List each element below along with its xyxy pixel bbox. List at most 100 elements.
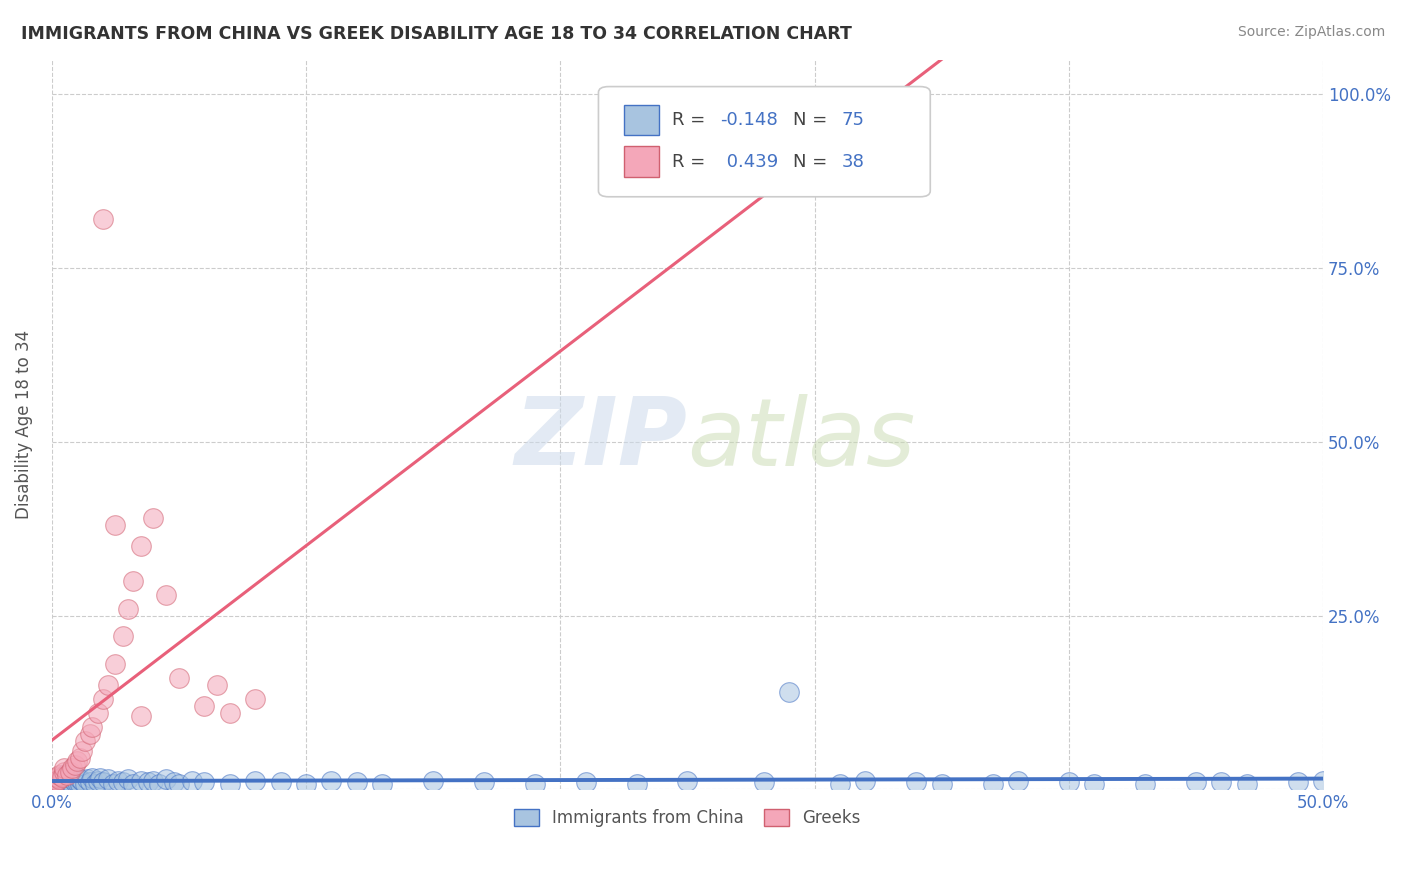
Point bbox=[180, 773, 202, 788]
Point bbox=[523, 777, 546, 791]
Point bbox=[91, 692, 114, 706]
Point bbox=[48, 775, 70, 789]
Point bbox=[60, 777, 83, 791]
Point bbox=[163, 775, 186, 789]
Point bbox=[101, 777, 124, 791]
Text: 75: 75 bbox=[841, 112, 865, 129]
Point bbox=[422, 773, 444, 788]
Point bbox=[218, 706, 240, 720]
Text: 0.439: 0.439 bbox=[720, 153, 778, 170]
Point bbox=[44, 777, 66, 791]
Point bbox=[97, 772, 120, 787]
Point bbox=[53, 761, 76, 775]
Point bbox=[97, 678, 120, 692]
Point bbox=[82, 771, 104, 785]
Text: 38: 38 bbox=[841, 153, 865, 170]
Point bbox=[69, 751, 91, 765]
Point bbox=[48, 772, 70, 786]
Point bbox=[828, 777, 851, 791]
Point bbox=[193, 775, 215, 789]
Point bbox=[931, 777, 953, 791]
Text: R =: R = bbox=[672, 153, 711, 170]
Point bbox=[58, 770, 80, 784]
Point bbox=[45, 770, 67, 784]
Point bbox=[86, 706, 108, 720]
Point bbox=[626, 777, 648, 791]
Point bbox=[84, 777, 107, 791]
Point bbox=[129, 773, 152, 788]
Point bbox=[1007, 773, 1029, 788]
Point bbox=[69, 777, 91, 791]
Point bbox=[167, 671, 190, 685]
Point bbox=[778, 685, 800, 699]
Point bbox=[45, 773, 67, 788]
Point bbox=[79, 775, 101, 789]
Point bbox=[82, 720, 104, 734]
Text: Source: ZipAtlas.com: Source: ZipAtlas.com bbox=[1237, 25, 1385, 39]
Point bbox=[48, 772, 70, 786]
Bar bbox=[624, 146, 659, 178]
Point bbox=[45, 778, 67, 792]
Point bbox=[1133, 777, 1156, 791]
Point bbox=[1211, 775, 1233, 789]
Point bbox=[129, 709, 152, 723]
Point bbox=[122, 574, 145, 588]
Point bbox=[63, 758, 86, 772]
Point bbox=[72, 744, 94, 758]
Point bbox=[1286, 775, 1309, 789]
Point bbox=[142, 773, 165, 788]
Point bbox=[56, 777, 79, 791]
Point bbox=[1312, 773, 1334, 788]
Point bbox=[148, 777, 170, 791]
Text: R =: R = bbox=[672, 112, 711, 129]
Y-axis label: Disability Age 18 to 34: Disability Age 18 to 34 bbox=[15, 330, 32, 519]
Point bbox=[72, 773, 94, 788]
Point bbox=[53, 764, 76, 779]
Point bbox=[218, 777, 240, 791]
Legend: Immigrants from China, Greeks: Immigrants from China, Greeks bbox=[506, 801, 869, 836]
Point bbox=[69, 772, 91, 787]
Text: N =: N = bbox=[793, 153, 832, 170]
Point bbox=[41, 775, 63, 789]
FancyBboxPatch shape bbox=[599, 87, 931, 197]
Point bbox=[86, 773, 108, 788]
Point bbox=[243, 692, 266, 706]
Point bbox=[73, 733, 96, 747]
Point bbox=[205, 678, 228, 692]
Point bbox=[48, 768, 70, 782]
Point bbox=[51, 770, 73, 784]
Point bbox=[53, 768, 76, 782]
Point bbox=[111, 629, 134, 643]
Point bbox=[63, 771, 86, 785]
Point bbox=[56, 768, 79, 782]
Point bbox=[45, 773, 67, 788]
Point bbox=[472, 775, 495, 789]
Point bbox=[122, 777, 145, 791]
Point bbox=[73, 777, 96, 791]
Point bbox=[58, 764, 80, 779]
Point bbox=[117, 601, 139, 615]
Point bbox=[905, 775, 928, 789]
Point bbox=[104, 657, 127, 672]
Point bbox=[66, 755, 89, 769]
Point bbox=[91, 212, 114, 227]
Point bbox=[295, 777, 318, 791]
Point bbox=[142, 511, 165, 525]
Point bbox=[104, 518, 127, 533]
Point bbox=[51, 777, 73, 791]
Text: atlas: atlas bbox=[688, 393, 915, 484]
Point bbox=[855, 773, 877, 788]
Point bbox=[111, 775, 134, 789]
Point bbox=[167, 777, 190, 791]
Point bbox=[51, 770, 73, 784]
Point bbox=[1185, 775, 1208, 789]
Point bbox=[129, 539, 152, 553]
Point bbox=[243, 773, 266, 788]
Point bbox=[79, 726, 101, 740]
Point bbox=[44, 772, 66, 786]
Point bbox=[66, 775, 89, 789]
Text: ZIP: ZIP bbox=[515, 393, 688, 485]
Point bbox=[981, 777, 1004, 791]
Point bbox=[56, 772, 79, 786]
Point bbox=[1083, 777, 1105, 791]
